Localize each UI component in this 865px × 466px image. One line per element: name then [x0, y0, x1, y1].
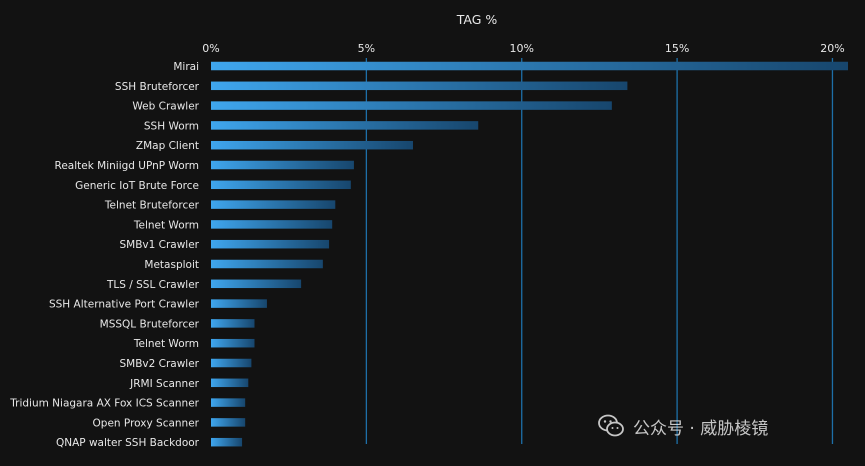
bar: [211, 81, 628, 91]
bar: [211, 239, 330, 249]
watermark: 公众号 · 威胁棱镜: [597, 410, 768, 442]
category-label: Metasploit: [144, 259, 199, 271]
category-label: Mirai: [173, 61, 199, 73]
category-label: Web Crawler: [132, 101, 199, 113]
chart-title: TAG %: [456, 12, 498, 27]
bar: [211, 121, 479, 130]
category-label: SMBv1 Crawler: [119, 239, 199, 251]
watermark-text: 公众号 · 威胁棱镜: [633, 418, 769, 439]
category-labels: Mirai SSH Bruteforcer Web Crawler SSH Worm Z…: [9, 61, 199, 449]
category-label: TLS / SSL Crawler: [106, 279, 200, 291]
bar: [211, 299, 267, 308]
category-label: Open Proxy Scanner: [93, 417, 200, 429]
category-label: SSH Bruteforcer: [115, 81, 200, 93]
category-label: Realtek Miniigd UPnP Worm: [55, 160, 199, 172]
category-label: Telnet Worm: [133, 338, 199, 350]
x-tick-label: 5%: [358, 42, 375, 55]
bar: [211, 378, 249, 388]
bar: [211, 358, 252, 368]
x-axis-ticks: 0% 5% 10% 15% 20%: [202, 42, 844, 55]
bar: [211, 160, 354, 170]
category-label: Tridium Niagara AX Fox ICS Scanner: [9, 398, 199, 410]
category-label: SSH Alternative Port Crawler: [49, 299, 200, 311]
x-tick-label: 20%: [820, 42, 844, 55]
bar: [211, 418, 246, 427]
bar: [211, 220, 333, 229]
category-label: SMBv2 Crawler: [119, 358, 199, 370]
bar: [211, 398, 246, 407]
category-label: MSSQL Bruteforcer: [100, 318, 200, 330]
x-tick-label: 15%: [665, 42, 689, 55]
category-label: Generic IoT Brute Force: [75, 180, 199, 192]
x-tick-label: 0%: [202, 42, 219, 55]
category-label: JRMI Scanner: [129, 378, 200, 390]
category-label: QNAP walter SSH Backdoor: [56, 437, 200, 449]
category-label: SSH Worm: [144, 120, 199, 132]
category-label: Telnet Worm: [133, 219, 199, 231]
bar: [211, 180, 351, 190]
gridlines: [365, 58, 834, 444]
bar: [211, 319, 255, 328]
x-tick-label: 10%: [510, 42, 534, 55]
bar: [211, 259, 323, 269]
bar: [211, 437, 243, 447]
bars: [211, 61, 848, 447]
bar: [211, 200, 336, 209]
wechat-icon: [598, 414, 624, 437]
bar: [211, 61, 848, 71]
bar: [211, 279, 302, 289]
category-label: ZMap Client: [136, 140, 199, 152]
bar: [211, 338, 255, 348]
bar: [211, 140, 413, 150]
bar: [211, 101, 612, 110]
category-label: Telnet Bruteforcer: [104, 200, 200, 212]
